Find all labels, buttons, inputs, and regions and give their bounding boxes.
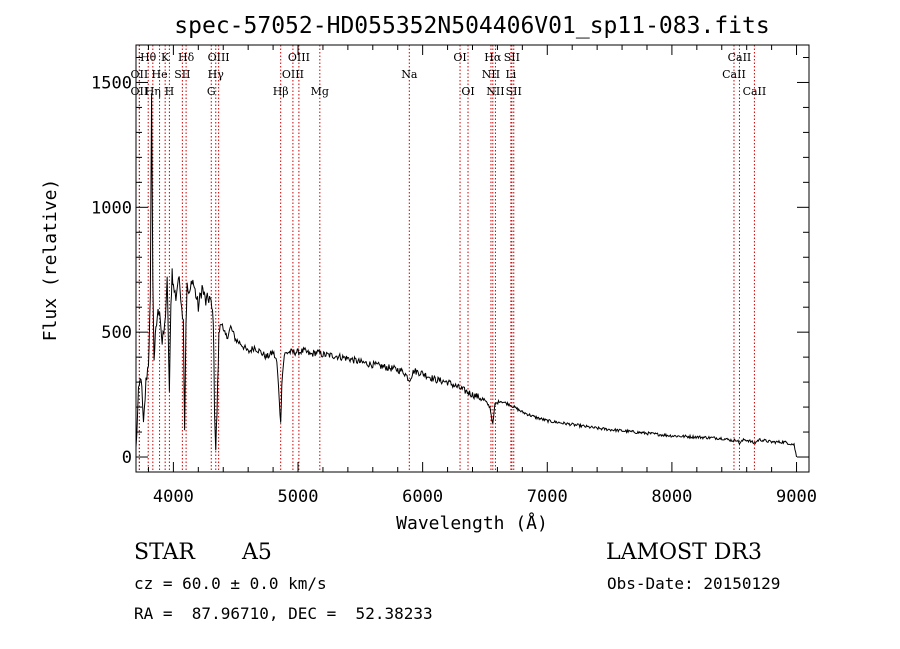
line-label-24: SII <box>506 85 522 98</box>
line-markers <box>138 45 755 472</box>
spectral-subclass: A5 <box>242 540 272 565</box>
line-label-27: CaII <box>743 85 767 98</box>
y-axis-label: Flux (relative) <box>40 179 61 342</box>
line-label-15: Mg <box>311 85 329 98</box>
line-label-13: OIII <box>282 68 304 81</box>
x-tick-label-5: 9000 <box>776 487 817 507</box>
line-label-10: Hγ <box>208 68 225 81</box>
x-tick-label-3: 7000 <box>527 487 568 507</box>
plot-frame <box>135 44 810 473</box>
line-label-3: He <box>152 68 168 81</box>
line-label-23: NII <box>486 85 504 98</box>
line-label-17: OI <box>453 51 466 64</box>
line-label-18: OI <box>461 85 474 98</box>
line-label-25: CaII <box>728 51 752 64</box>
line-label-12: OIII <box>288 51 310 64</box>
line-label-9: OIII <box>208 51 230 64</box>
line-label-1: OII <box>131 68 149 81</box>
y-tick-label-0: 0 <box>122 448 132 468</box>
x-tick-label-2: 6000 <box>402 487 443 507</box>
redshift-velocity: cz = 60.0 ± 0.0 km/s <box>134 574 327 593</box>
series-line-flux <box>135 93 798 458</box>
line-label-20: SII <box>504 51 520 64</box>
line-label-7: H <box>165 85 175 98</box>
chart-title: spec-57052-HD055352N504406V01_sp11-083.f… <box>174 13 769 39</box>
y-tick-label-3: 1500 <box>91 73 132 93</box>
line-label-22: Li <box>505 68 516 81</box>
x-tick-label-4: 8000 <box>651 487 692 507</box>
object-class: STAR <box>134 540 195 565</box>
x-tick-label-1: 5000 <box>278 487 319 507</box>
line-label-21: NII <box>482 68 500 81</box>
series-layer <box>135 93 798 458</box>
line-label-2: OII <box>131 85 149 98</box>
x-tick-label-0: 4000 <box>153 487 194 507</box>
line-label-11: G <box>207 85 216 98</box>
survey-name: LAMOST DR3 <box>606 540 762 565</box>
coordinates: RA = 87.96710, DEC = 52.38233 <box>134 604 433 623</box>
line-label-8: Hδ <box>178 51 195 64</box>
line-label-4: K <box>161 51 170 64</box>
line-label-26: CaII <box>722 68 746 81</box>
axes: 4000 5000 6000 7000 8000 9000 0 500 1000 1500 <box>91 45 817 507</box>
line-label-5: Hη <box>145 85 161 98</box>
line-label-16: Na <box>401 68 418 81</box>
line-label-6: SII <box>174 68 190 81</box>
line-label-19: Hα <box>484 51 502 64</box>
line-label-0: Hθ <box>140 51 157 64</box>
y-tick-label-1: 500 <box>101 323 132 343</box>
x-axis-label: Wavelength (Å) <box>396 512 548 534</box>
observation-date: Obs-Date: 20150129 <box>607 574 781 593</box>
y-tick-label-2: 1000 <box>91 198 132 218</box>
line-label-14: Hβ <box>273 85 289 98</box>
